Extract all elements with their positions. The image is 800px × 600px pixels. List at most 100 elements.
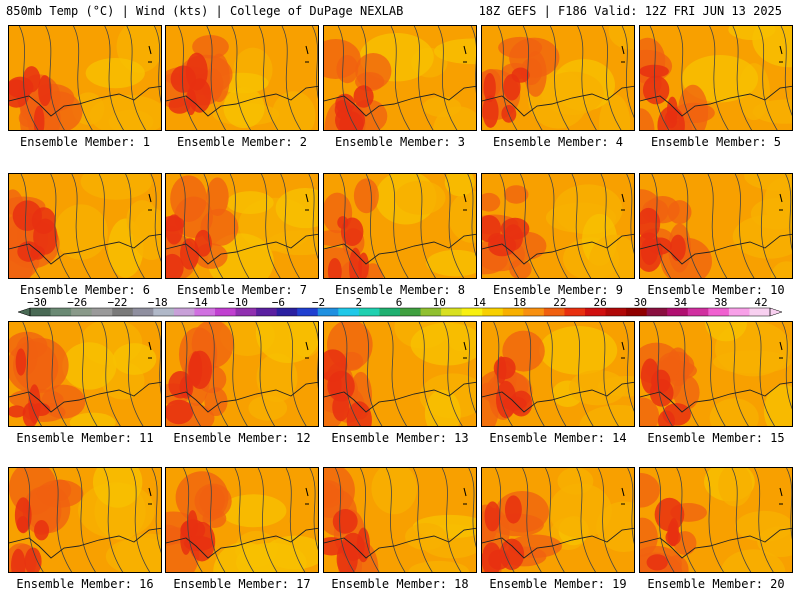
contour-line	[309, 468, 318, 551]
temperature-field	[180, 238, 200, 270]
temperature-field	[502, 396, 527, 411]
contour-line	[387, 322, 408, 426]
contour-line	[341, 322, 361, 426]
contour-line	[20, 174, 41, 278]
temperature-field	[444, 174, 475, 197]
temperature-field	[80, 174, 152, 200]
coastline	[166, 527, 318, 559]
contour-line	[285, 468, 306, 572]
contour-line	[443, 322, 463, 426]
temperature-field	[11, 548, 26, 572]
contour-line	[622, 322, 634, 412]
coastline	[640, 381, 792, 413]
contour-line	[71, 174, 92, 278]
temperature-field	[640, 472, 660, 508]
temperature-field	[9, 79, 30, 108]
contour-line	[444, 174, 465, 278]
ensemble-map-panel	[165, 467, 319, 573]
coastline	[324, 85, 476, 117]
contour-line	[577, 26, 597, 130]
colorbar-swatch	[400, 308, 422, 316]
temperature-field	[433, 106, 476, 130]
temperature-field	[608, 26, 634, 50]
temperature-field	[433, 38, 476, 65]
colorbar-tick-label: −30	[27, 296, 47, 309]
contour-line	[522, 468, 542, 572]
temperature-field	[271, 91, 316, 130]
contour-line	[463, 322, 476, 414]
ensemble-map-panel	[639, 173, 793, 279]
colorbar-swatch	[523, 308, 545, 316]
contour-line	[76, 468, 96, 572]
contour-line	[786, 468, 792, 540]
temperature-field	[665, 529, 681, 546]
colorbar-swatch	[338, 308, 360, 316]
ensemble-member-label: Ensemble Member: 19	[489, 577, 627, 591]
contour-line	[493, 322, 513, 426]
temperature-field	[34, 519, 50, 541]
contour-line	[126, 26, 147, 130]
colorbar-tick-label: 30	[634, 296, 647, 309]
temperature-field	[31, 403, 51, 416]
ensemble-member-label: Ensemble Member: 8	[334, 283, 466, 297]
contour-line	[287, 322, 307, 426]
wind-marker	[463, 487, 467, 497]
temperature-field	[511, 67, 530, 83]
colorbar-swatch	[687, 308, 709, 316]
temperature-field	[346, 401, 372, 426]
coastline	[166, 381, 318, 413]
temperature-field	[718, 468, 753, 507]
contour-line	[337, 26, 358, 130]
contour-line	[734, 174, 755, 278]
colorbar-tick-label: −2	[312, 296, 325, 309]
wind-marker	[621, 487, 625, 497]
colorbar-swatch	[543, 308, 565, 316]
temperature-map	[640, 468, 792, 572]
temperature-field	[353, 85, 374, 108]
colorbar-swatch	[482, 308, 504, 316]
colorbar-swatch	[297, 308, 319, 316]
temperature-field	[493, 356, 516, 380]
temperature-field	[256, 353, 298, 403]
temperature-map	[640, 26, 792, 130]
temperature-field	[484, 501, 501, 532]
colorbar-swatch	[50, 308, 72, 316]
contour-line	[597, 468, 618, 572]
temperature-field	[223, 87, 265, 129]
temperature-field	[132, 207, 161, 260]
temperature-field	[255, 322, 318, 364]
colorbar-swatch	[276, 308, 298, 316]
temperature-field	[394, 180, 446, 215]
temperature-field	[499, 538, 525, 570]
temperature-map	[482, 174, 634, 278]
contour-line	[104, 26, 125, 130]
colorbar-swatch	[461, 308, 483, 316]
contour-line	[45, 26, 65, 130]
ensemble-map-panel	[639, 321, 793, 427]
temperature-field	[349, 247, 363, 278]
contour-line	[154, 26, 161, 103]
ensemble-map-panel	[323, 467, 477, 573]
colorbar-swatch	[749, 308, 771, 316]
contour-line	[413, 468, 433, 572]
ensemble-member-label: Ensemble Member: 9	[492, 283, 624, 297]
temperature-map	[324, 174, 476, 278]
contour-line	[731, 468, 752, 572]
temperature-field	[549, 483, 612, 539]
coastline	[9, 381, 161, 413]
ensemble-member-label: Ensemble Member: 5	[650, 135, 782, 149]
temperature-field	[324, 349, 348, 382]
ensemble-member-label: Ensemble Member: 6	[19, 283, 151, 297]
coastline	[482, 527, 634, 559]
temperature-map	[166, 468, 318, 572]
colorbar-tick-label: 22	[553, 296, 566, 309]
contour-line	[705, 322, 726, 426]
temperature-field	[194, 229, 212, 257]
contour-line	[785, 174, 792, 251]
temperature-field	[495, 490, 549, 533]
temperature-field	[17, 241, 40, 262]
contour-line	[677, 26, 697, 130]
temperature-map	[9, 174, 161, 278]
temperature-field	[113, 533, 161, 572]
contour-line	[497, 26, 518, 130]
